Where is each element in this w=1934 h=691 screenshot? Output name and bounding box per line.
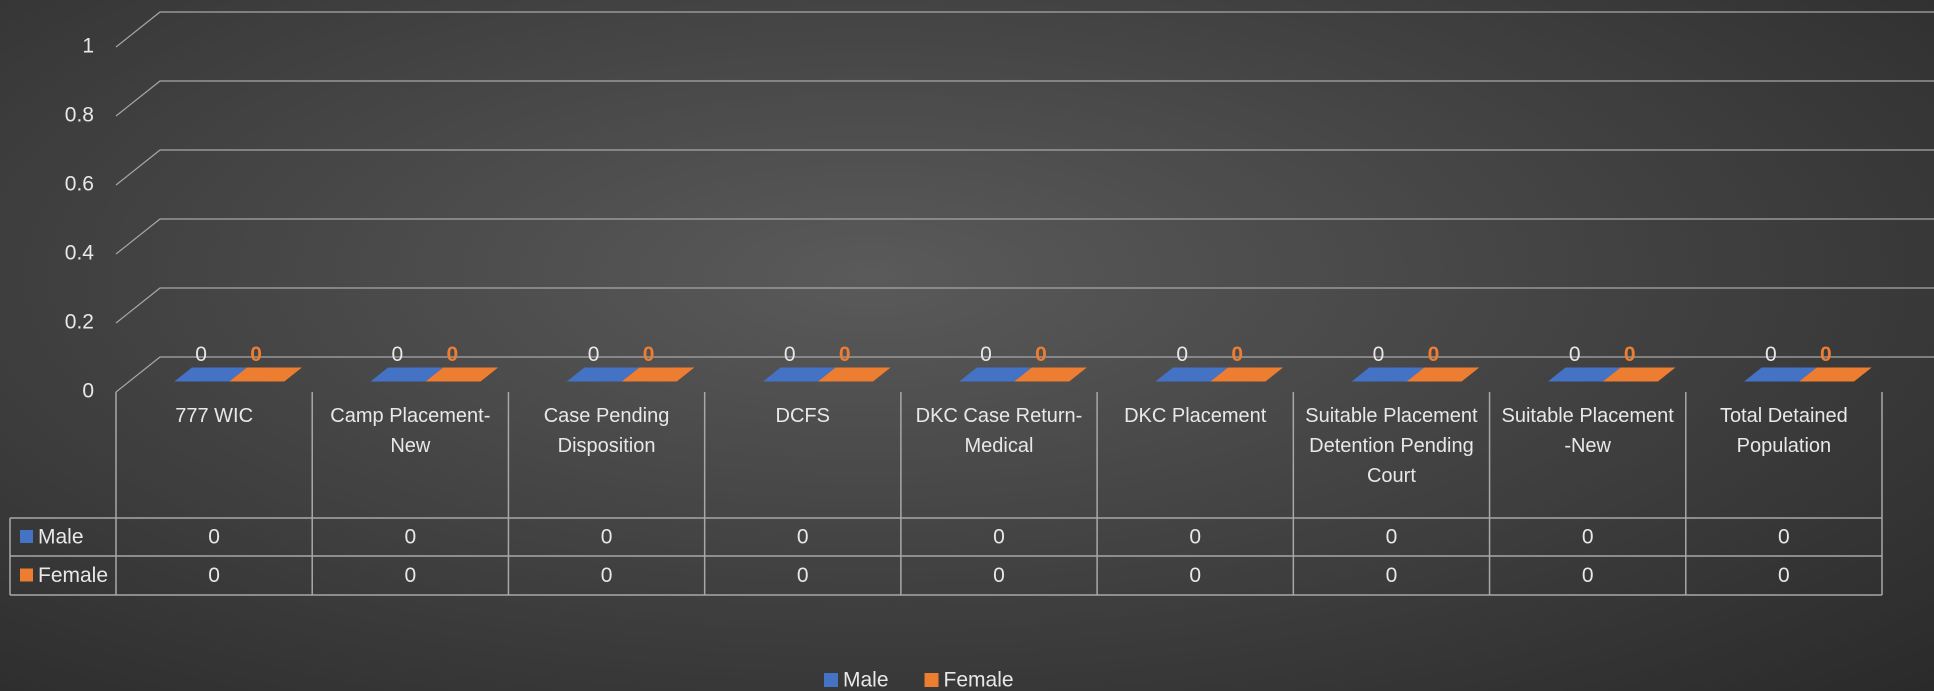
bar-top <box>762 367 836 382</box>
table-value: 0 <box>601 564 613 587</box>
data-label: 0 <box>1820 343 1832 366</box>
bar-top <box>959 367 1032 382</box>
grid-line <box>115 218 1934 255</box>
table-value: 0 <box>1189 526 1201 549</box>
bar-top <box>1799 367 1872 382</box>
data-label: 0 <box>1624 343 1636 366</box>
grid-line <box>115 149 1934 186</box>
bar-top <box>1406 367 1480 382</box>
table-value: 0 <box>1582 526 1594 549</box>
table-value: 0 <box>404 526 416 549</box>
grid-line <box>115 11 1934 48</box>
table-value: 0 <box>1386 526 1398 549</box>
category-label: DKC Case Return-Medical <box>915 405 1083 457</box>
data-label: 0 <box>839 343 851 366</box>
y-tick-label: 0.2 <box>65 311 94 334</box>
data-label: 0 <box>1373 343 1385 366</box>
category-label: Total Detained Population <box>1719 405 1848 457</box>
y-tick-label: 0.4 <box>65 242 95 265</box>
category-label: Case Pending Disposition <box>543 405 670 457</box>
y-tick-label: 0.6 <box>65 173 94 196</box>
table-value: 0 <box>1582 564 1594 587</box>
table-value: 0 <box>993 526 1005 549</box>
table-value: 0 <box>208 564 220 587</box>
bar-top <box>425 367 499 382</box>
table-value: 0 <box>404 564 416 587</box>
data-label: 0 <box>1176 343 1188 366</box>
legend-label: Male <box>843 669 889 691</box>
table-value: 0 <box>1189 564 1201 587</box>
data-label: 0 <box>980 343 992 366</box>
data-label: 0 <box>588 343 600 366</box>
category-label: DCFS <box>775 405 830 427</box>
table-value: 0 <box>1778 564 1790 587</box>
bar-top <box>1351 367 1425 382</box>
category-label: Suitable Placement Detention Pending Cou… <box>1305 405 1478 487</box>
data-label: 0 <box>1765 343 1777 366</box>
bar-top <box>817 367 891 382</box>
table-series-name: Male <box>38 526 84 549</box>
data-label: 0 <box>1231 343 1243 366</box>
data-label: 0 <box>1428 343 1440 366</box>
table-value: 0 <box>1386 564 1398 587</box>
table-legend-key <box>20 530 33 543</box>
table-value: 0 <box>208 526 220 549</box>
bar-top <box>566 367 640 382</box>
bar-top <box>1014 367 1087 382</box>
y-tick-label: 0 <box>82 380 94 403</box>
table-value: 0 <box>601 526 613 549</box>
bar-top <box>1744 367 1817 382</box>
category-label: 777 WIC <box>175 405 254 427</box>
grid-line <box>115 356 1934 393</box>
bar-top <box>621 367 695 382</box>
bar-top <box>1155 367 1229 382</box>
data-label: 0 <box>1035 343 1047 366</box>
data-label: 0 <box>643 343 655 366</box>
data-label: 0 <box>1569 343 1581 366</box>
table-legend-key <box>20 568 33 582</box>
table-value: 0 <box>797 564 809 587</box>
y-tick-label: 0.8 <box>65 104 94 127</box>
data-label: 0 <box>250 343 262 366</box>
bar-top <box>229 367 302 382</box>
category-label: Suitable Placement -New <box>1501 405 1674 457</box>
grid-line <box>115 287 1934 324</box>
bar-top <box>1602 367 1676 382</box>
legend-key <box>824 673 838 687</box>
table-value: 0 <box>1778 526 1790 549</box>
category-label: Camp Placement-New <box>330 405 491 457</box>
data-label: 0 <box>784 343 796 366</box>
data-label: 0 <box>195 343 207 366</box>
data-label: 0 <box>391 343 403 366</box>
bar-top <box>1547 367 1621 382</box>
bar-top <box>174 367 247 382</box>
legend-label: Female <box>944 669 1014 691</box>
legend-key <box>924 673 939 687</box>
data-label: 0 <box>446 343 458 366</box>
bar-top <box>1210 367 1284 382</box>
table-value: 0 <box>993 564 1005 587</box>
y-tick-label: 1 <box>82 35 94 58</box>
category-label: DKC Placement <box>1124 405 1267 427</box>
table-series-name: Female <box>38 564 108 587</box>
grid-line <box>115 80 1934 117</box>
bar-top <box>370 367 444 382</box>
table-value: 0 <box>797 526 809 549</box>
